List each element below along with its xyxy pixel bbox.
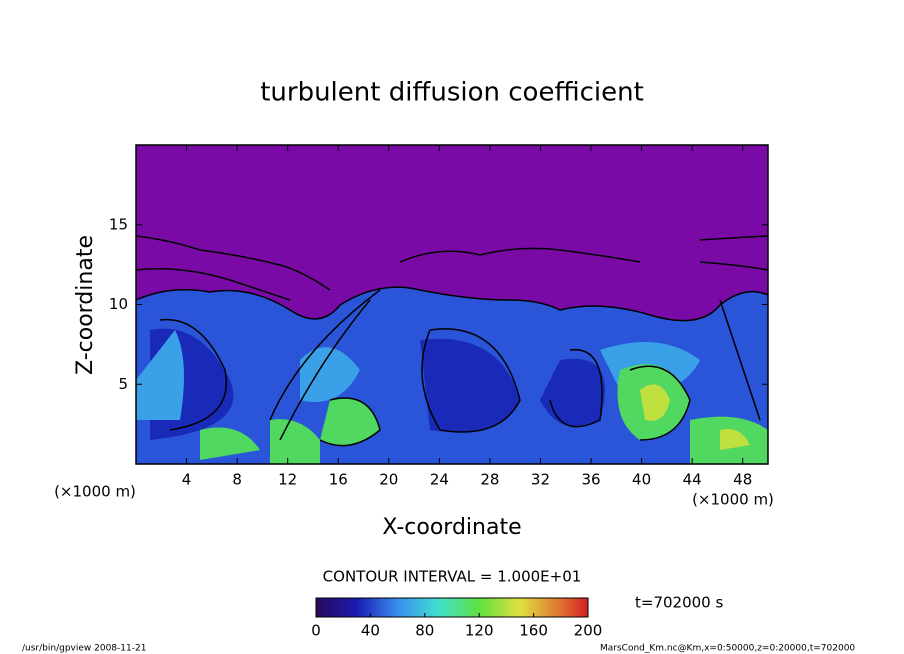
x-tick-label: 20 <box>379 471 398 489</box>
y-axis-label: Z-coordinate <box>73 235 98 375</box>
x-tick-label: 8 <box>232 471 242 489</box>
colorbar-tick-label: 120 <box>465 622 494 640</box>
field <box>136 145 768 464</box>
colorbar-tick-label: 160 <box>519 622 548 640</box>
x-tick-label: 24 <box>430 471 449 489</box>
y-tick-label: 10 <box>109 295 128 313</box>
x-tick-label: 36 <box>581 471 600 489</box>
y-tick-label: 5 <box>118 375 128 393</box>
x-tick-label: 44 <box>683 471 702 489</box>
x-tick-label: 48 <box>733 471 752 489</box>
y-tick-label: 15 <box>109 215 128 233</box>
footer-left: /usr/bin/gpview 2008-11-21 <box>22 644 146 654</box>
x-tick-label: 28 <box>480 471 499 489</box>
x-tick-label: 12 <box>278 471 297 489</box>
x-tick-label: 32 <box>531 471 550 489</box>
time-label: t=702000 s <box>635 594 723 612</box>
contour-interval: CONTOUR INTERVAL = 1.000E+01 <box>323 568 582 586</box>
x-axis-label: X-coordinate <box>382 515 521 540</box>
colorbar-tick-label: 40 <box>361 622 380 640</box>
colorbar <box>315 597 589 618</box>
chart-title: turbulent diffusion coefficient <box>260 78 644 108</box>
colorbar-tick-label: 0 <box>311 622 321 640</box>
x-unit-label: (×1000 m) <box>692 491 774 509</box>
colorbar-tick-label: 80 <box>415 622 434 640</box>
colorbar-tick-label: 200 <box>574 622 603 640</box>
x-unit-label: (×1000 m) <box>54 483 136 501</box>
x-tick-label: 16 <box>329 471 348 489</box>
footer-right: MarsCond_Km.nc@Km,x=0:50000,z=0:20000,t=… <box>600 644 855 654</box>
x-tick-label: 40 <box>632 471 651 489</box>
x-tick-label: 4 <box>182 471 192 489</box>
